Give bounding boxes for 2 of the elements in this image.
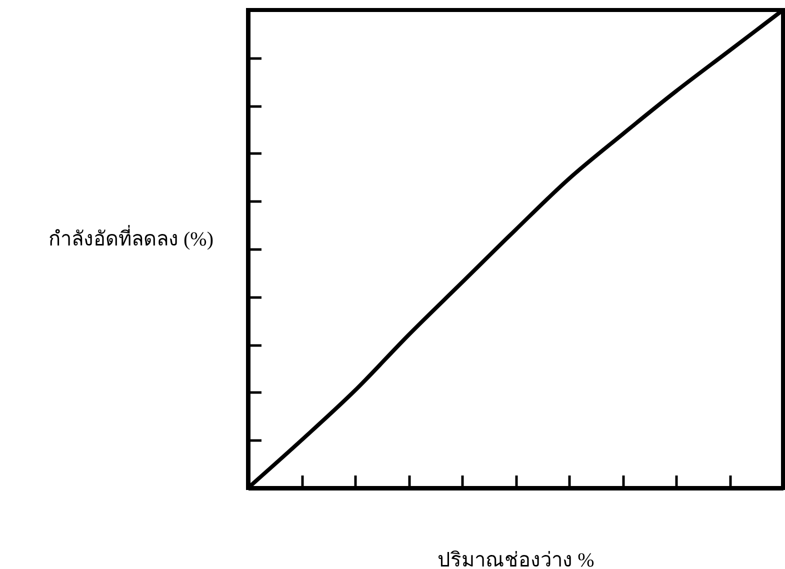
y-axis-title: กำลังอัดที่ลดลง (%) bbox=[48, 224, 214, 250]
x-axis-title: ปริมาณช่องว่าง % bbox=[438, 550, 594, 569]
